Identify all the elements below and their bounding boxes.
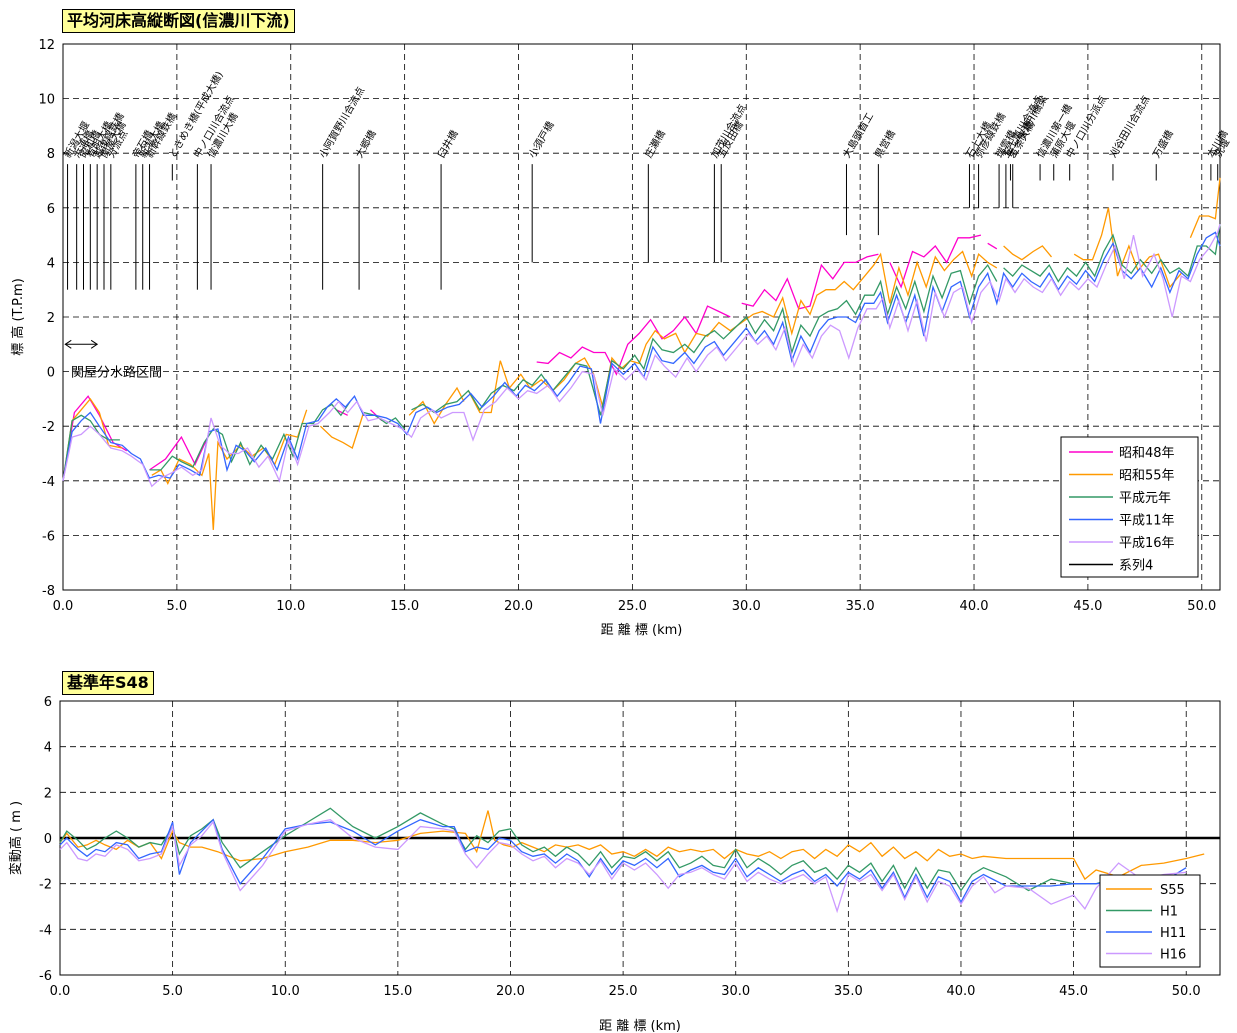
- top-x-tick-label: 0.0: [53, 599, 74, 614]
- top-series-line: [363, 411, 406, 430]
- bottom-legend-label: S55: [1160, 883, 1185, 898]
- bottom-y-tick-label: 2: [44, 786, 52, 801]
- bottom-x-tick-label: 25.0: [609, 984, 638, 999]
- top-y-tick-label: 4: [47, 256, 55, 271]
- bottom-x-tick-label: 35.0: [834, 984, 863, 999]
- bottom-x-tick-label: 40.0: [946, 984, 975, 999]
- top-series-line: [149, 435, 208, 471]
- top-x-tick-label: 10.0: [276, 599, 305, 614]
- top-y-tick-label: -8: [42, 584, 55, 599]
- top-legend-label: 平成元年: [1119, 491, 1171, 506]
- annotation-arrowhead-right: [90, 339, 99, 349]
- top-series-line: [408, 386, 465, 425]
- top-x-tick-label: 25.0: [618, 599, 647, 614]
- top-y-tick-label: 2: [47, 311, 55, 326]
- bottom-x-tick-label: 45.0: [1059, 984, 1088, 999]
- bottom-y-tick-label: 6: [44, 695, 52, 710]
- bottom-y-tick-label: -2: [39, 878, 52, 893]
- bottom-series-line: [59, 819, 1187, 914]
- top-series-line: [741, 253, 879, 310]
- bottom-x-tick-label: 5.0: [162, 984, 183, 999]
- top-y-tick-label: 6: [47, 202, 55, 217]
- bottom-y-tick-label: 4: [44, 741, 52, 756]
- top-legend-label: 平成16年: [1119, 536, 1175, 551]
- bottom-x-tick-label: 20.0: [496, 984, 525, 999]
- top-series-line: [987, 242, 998, 250]
- bottom-legend-label: H16: [1160, 948, 1186, 963]
- top-y-tick-label: 0: [47, 366, 55, 381]
- bottom-legend-label: H1: [1160, 905, 1178, 920]
- top-series-line: [1189, 177, 1221, 239]
- top-x-tick-label: 50.0: [1187, 599, 1216, 614]
- top-x-tick-label: 15.0: [390, 599, 419, 614]
- bottom-y-tick-label: -4: [39, 923, 52, 938]
- top-series-line: [62, 224, 1221, 488]
- top-y-axis-label: 標 高 (T.P.m): [10, 278, 26, 356]
- bottom-series-line: [59, 810, 1205, 881]
- top-y-tick-label: 10: [38, 93, 55, 108]
- top-x-tick-label: 40.0: [960, 599, 989, 614]
- bottom-x-axis-label: 距 離 標 (km): [599, 1019, 681, 1033]
- bottom-chart-title: 基準年S48: [62, 671, 154, 695]
- top-x-tick-label: 20.0: [504, 599, 533, 614]
- top-x-tick-label: 30.0: [732, 599, 761, 614]
- bottom-x-tick-label: 50.0: [1172, 984, 1201, 999]
- top-series-line: [1003, 224, 1221, 283]
- top-series-line: [889, 234, 982, 289]
- bottom-x-tick-label: 0.0: [50, 984, 71, 999]
- top-y-tick-label: -4: [42, 475, 55, 490]
- top-y-tick-label: -6: [42, 529, 55, 544]
- top-y-tick-label: -2: [42, 420, 55, 435]
- top-series-line: [151, 409, 308, 530]
- top-series-line: [62, 231, 1221, 481]
- bottom-legend-box: [1099, 874, 1201, 968]
- bottom-x-tick-label: 15.0: [383, 984, 412, 999]
- bottom-y-tick-label: -6: [39, 969, 52, 984]
- bottom-series-line: [59, 818, 1187, 904]
- bottom-legend-label: H11: [1160, 926, 1186, 941]
- bottom-series-line: [59, 807, 1187, 892]
- bottom-y-tick-label: 0: [44, 832, 52, 847]
- top-series-line: [149, 401, 351, 471]
- top-series-line: [319, 412, 365, 449]
- top-legend-label: 昭和48年: [1119, 446, 1175, 461]
- top-y-tick-label: 12: [38, 38, 55, 53]
- top-x-tick-label: 35.0: [846, 599, 875, 614]
- top-y-tick-label: 8: [47, 147, 55, 162]
- annotation-arrowhead-left: [64, 339, 72, 349]
- top-series-line: [411, 263, 998, 416]
- top-legend-label: 系列4: [1119, 559, 1153, 574]
- top-series-line: [1003, 245, 1052, 261]
- top-legend-label: 平成11年: [1119, 514, 1175, 529]
- bottom-x-tick-label: 10.0: [271, 984, 300, 999]
- bottom-y-axis-label: 変動高 ( m ): [8, 801, 24, 875]
- top-x-axis-label: 距 離 標 (km): [601, 623, 683, 638]
- annotation-label: 関屋分水路区間: [71, 365, 162, 381]
- top-legend-label: 昭和55年: [1119, 469, 1175, 484]
- top-series-line: [536, 305, 731, 376]
- top-chart-title: 平均河床高縦断図(信濃川下流): [62, 9, 295, 33]
- top-x-tick-label: 5.0: [167, 599, 188, 614]
- top-legend-box: [1060, 436, 1199, 578]
- bottom-x-tick-label: 30.0: [721, 984, 750, 999]
- top-x-tick-label: 45.0: [1073, 599, 1102, 614]
